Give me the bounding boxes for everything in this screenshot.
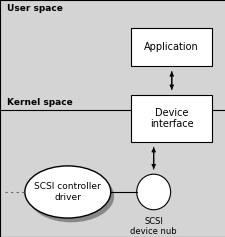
Text: SCSI controller
driver: SCSI controller driver (34, 182, 101, 202)
Text: Kernel space: Kernel space (7, 98, 72, 107)
Bar (130, 28, 212, 66)
Bar (130, 95, 212, 142)
Text: Device
interface: Device interface (149, 108, 193, 129)
Ellipse shape (28, 170, 114, 222)
Circle shape (136, 174, 170, 210)
Text: Application: Application (144, 42, 198, 52)
Text: User space: User space (7, 4, 62, 13)
Ellipse shape (25, 166, 110, 218)
Text: SCSI
device nub: SCSI device nub (130, 217, 176, 236)
